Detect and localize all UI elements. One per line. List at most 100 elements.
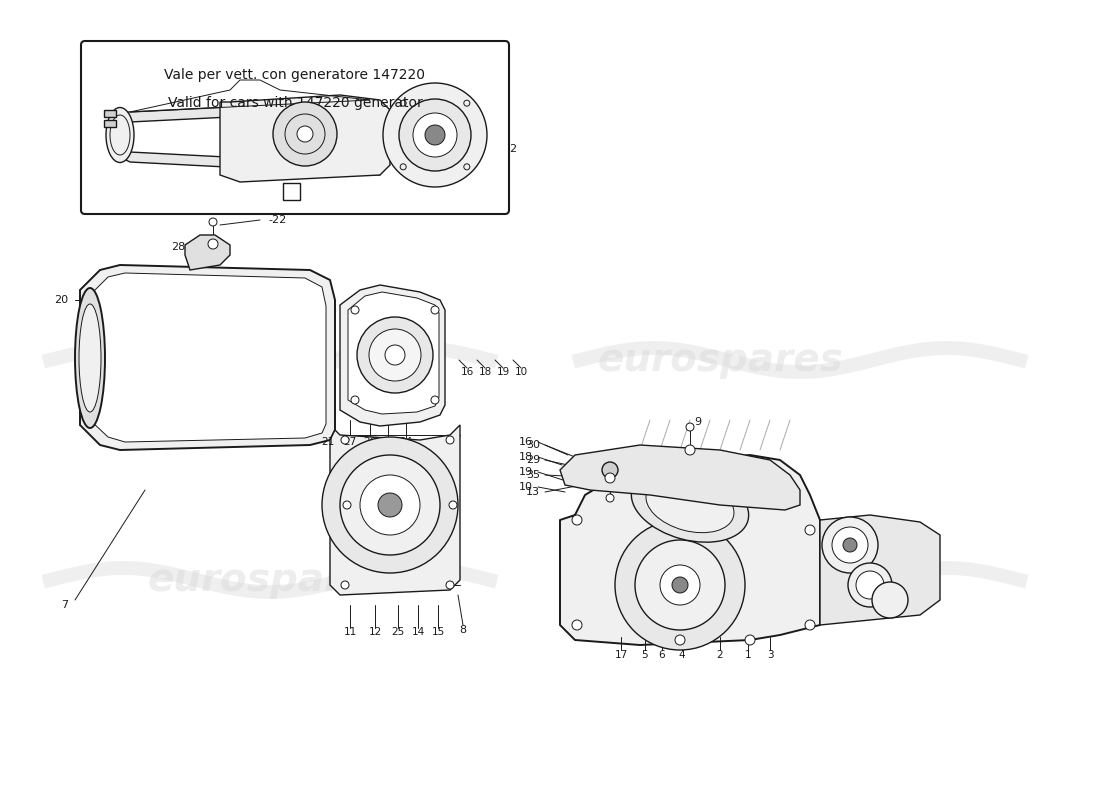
Circle shape [343, 501, 351, 509]
Text: 15: 15 [431, 627, 444, 637]
Circle shape [378, 493, 402, 517]
Text: 5: 5 [641, 650, 648, 660]
Text: 28: 28 [170, 242, 185, 252]
Circle shape [208, 239, 218, 249]
Ellipse shape [106, 107, 134, 162]
Text: eurospares: eurospares [147, 341, 393, 379]
Circle shape [425, 125, 446, 145]
Text: 8: 8 [460, 625, 466, 635]
Circle shape [805, 620, 815, 630]
Text: 10: 10 [519, 482, 534, 492]
Polygon shape [104, 120, 116, 127]
Text: 9: 9 [694, 417, 702, 427]
Circle shape [431, 306, 439, 314]
Circle shape [449, 501, 456, 509]
Circle shape [745, 635, 755, 645]
Text: 19: 19 [496, 367, 509, 377]
Text: 27: 27 [343, 437, 356, 447]
Text: 23: 23 [382, 437, 395, 447]
Ellipse shape [75, 288, 104, 428]
Circle shape [872, 582, 908, 618]
Circle shape [383, 83, 487, 187]
Circle shape [605, 473, 615, 483]
Circle shape [351, 306, 359, 314]
Text: 1: 1 [745, 650, 751, 660]
Ellipse shape [79, 304, 101, 412]
Circle shape [209, 218, 217, 226]
Text: 14: 14 [411, 627, 425, 637]
Text: 19: 19 [519, 467, 534, 477]
Ellipse shape [631, 468, 749, 542]
Polygon shape [330, 425, 460, 595]
Circle shape [351, 396, 359, 404]
Text: 29: 29 [526, 455, 540, 465]
Polygon shape [104, 110, 116, 117]
Text: 2: 2 [717, 650, 724, 660]
Polygon shape [80, 265, 336, 450]
Text: 18: 18 [519, 452, 534, 462]
Text: Valid for cars with 147220 generator: Valid for cars with 147220 generator [167, 96, 422, 110]
Polygon shape [560, 445, 800, 510]
Text: eurospares: eurospares [147, 561, 393, 599]
Text: -22: -22 [268, 215, 286, 225]
Ellipse shape [646, 478, 734, 533]
Polygon shape [185, 235, 230, 270]
Circle shape [572, 515, 582, 525]
Text: Vale per vett. con generatore 147220: Vale per vett. con generatore 147220 [165, 68, 426, 82]
Text: 26: 26 [363, 437, 376, 447]
Circle shape [412, 113, 456, 157]
Circle shape [340, 455, 440, 555]
Circle shape [368, 329, 421, 381]
Circle shape [843, 538, 857, 552]
FancyBboxPatch shape [81, 41, 509, 214]
Circle shape [685, 445, 695, 455]
Circle shape [602, 462, 618, 478]
Circle shape [446, 581, 454, 589]
Text: 3: 3 [767, 650, 773, 660]
Text: 11: 11 [343, 627, 356, 637]
Polygon shape [283, 183, 300, 200]
Text: 31: 31 [145, 191, 160, 201]
Text: 30: 30 [526, 440, 540, 450]
Text: eurospares: eurospares [597, 561, 843, 599]
Text: 20: 20 [54, 295, 68, 305]
Polygon shape [340, 285, 446, 426]
Circle shape [360, 475, 420, 535]
Circle shape [358, 317, 433, 393]
Circle shape [822, 517, 878, 573]
Circle shape [675, 635, 685, 645]
Circle shape [615, 520, 745, 650]
Text: 35: 35 [526, 470, 540, 480]
Circle shape [660, 565, 700, 605]
Text: 21: 21 [321, 437, 334, 447]
Circle shape [399, 99, 471, 171]
Text: 12: 12 [368, 627, 382, 637]
Polygon shape [560, 455, 820, 645]
Text: 7: 7 [60, 600, 68, 610]
Circle shape [635, 540, 725, 630]
Polygon shape [348, 292, 439, 414]
Text: 33: 33 [285, 202, 299, 212]
Circle shape [446, 436, 454, 444]
Circle shape [297, 126, 313, 142]
Circle shape [273, 102, 337, 166]
Circle shape [856, 571, 884, 599]
Polygon shape [110, 100, 370, 122]
Text: 13: 13 [526, 487, 540, 497]
Text: 6: 6 [659, 650, 666, 660]
Text: 10: 10 [515, 367, 528, 377]
Circle shape [848, 563, 892, 607]
Text: 4: 4 [679, 650, 685, 660]
Text: 24: 24 [399, 437, 412, 447]
Circle shape [431, 396, 439, 404]
Polygon shape [110, 152, 379, 175]
Circle shape [672, 577, 688, 593]
Polygon shape [90, 273, 326, 442]
Circle shape [341, 436, 349, 444]
Circle shape [322, 437, 458, 573]
Text: eurospares: eurospares [597, 341, 843, 379]
Text: 17: 17 [615, 650, 628, 660]
Text: 18: 18 [478, 367, 492, 377]
Circle shape [606, 494, 614, 502]
Circle shape [341, 581, 349, 589]
